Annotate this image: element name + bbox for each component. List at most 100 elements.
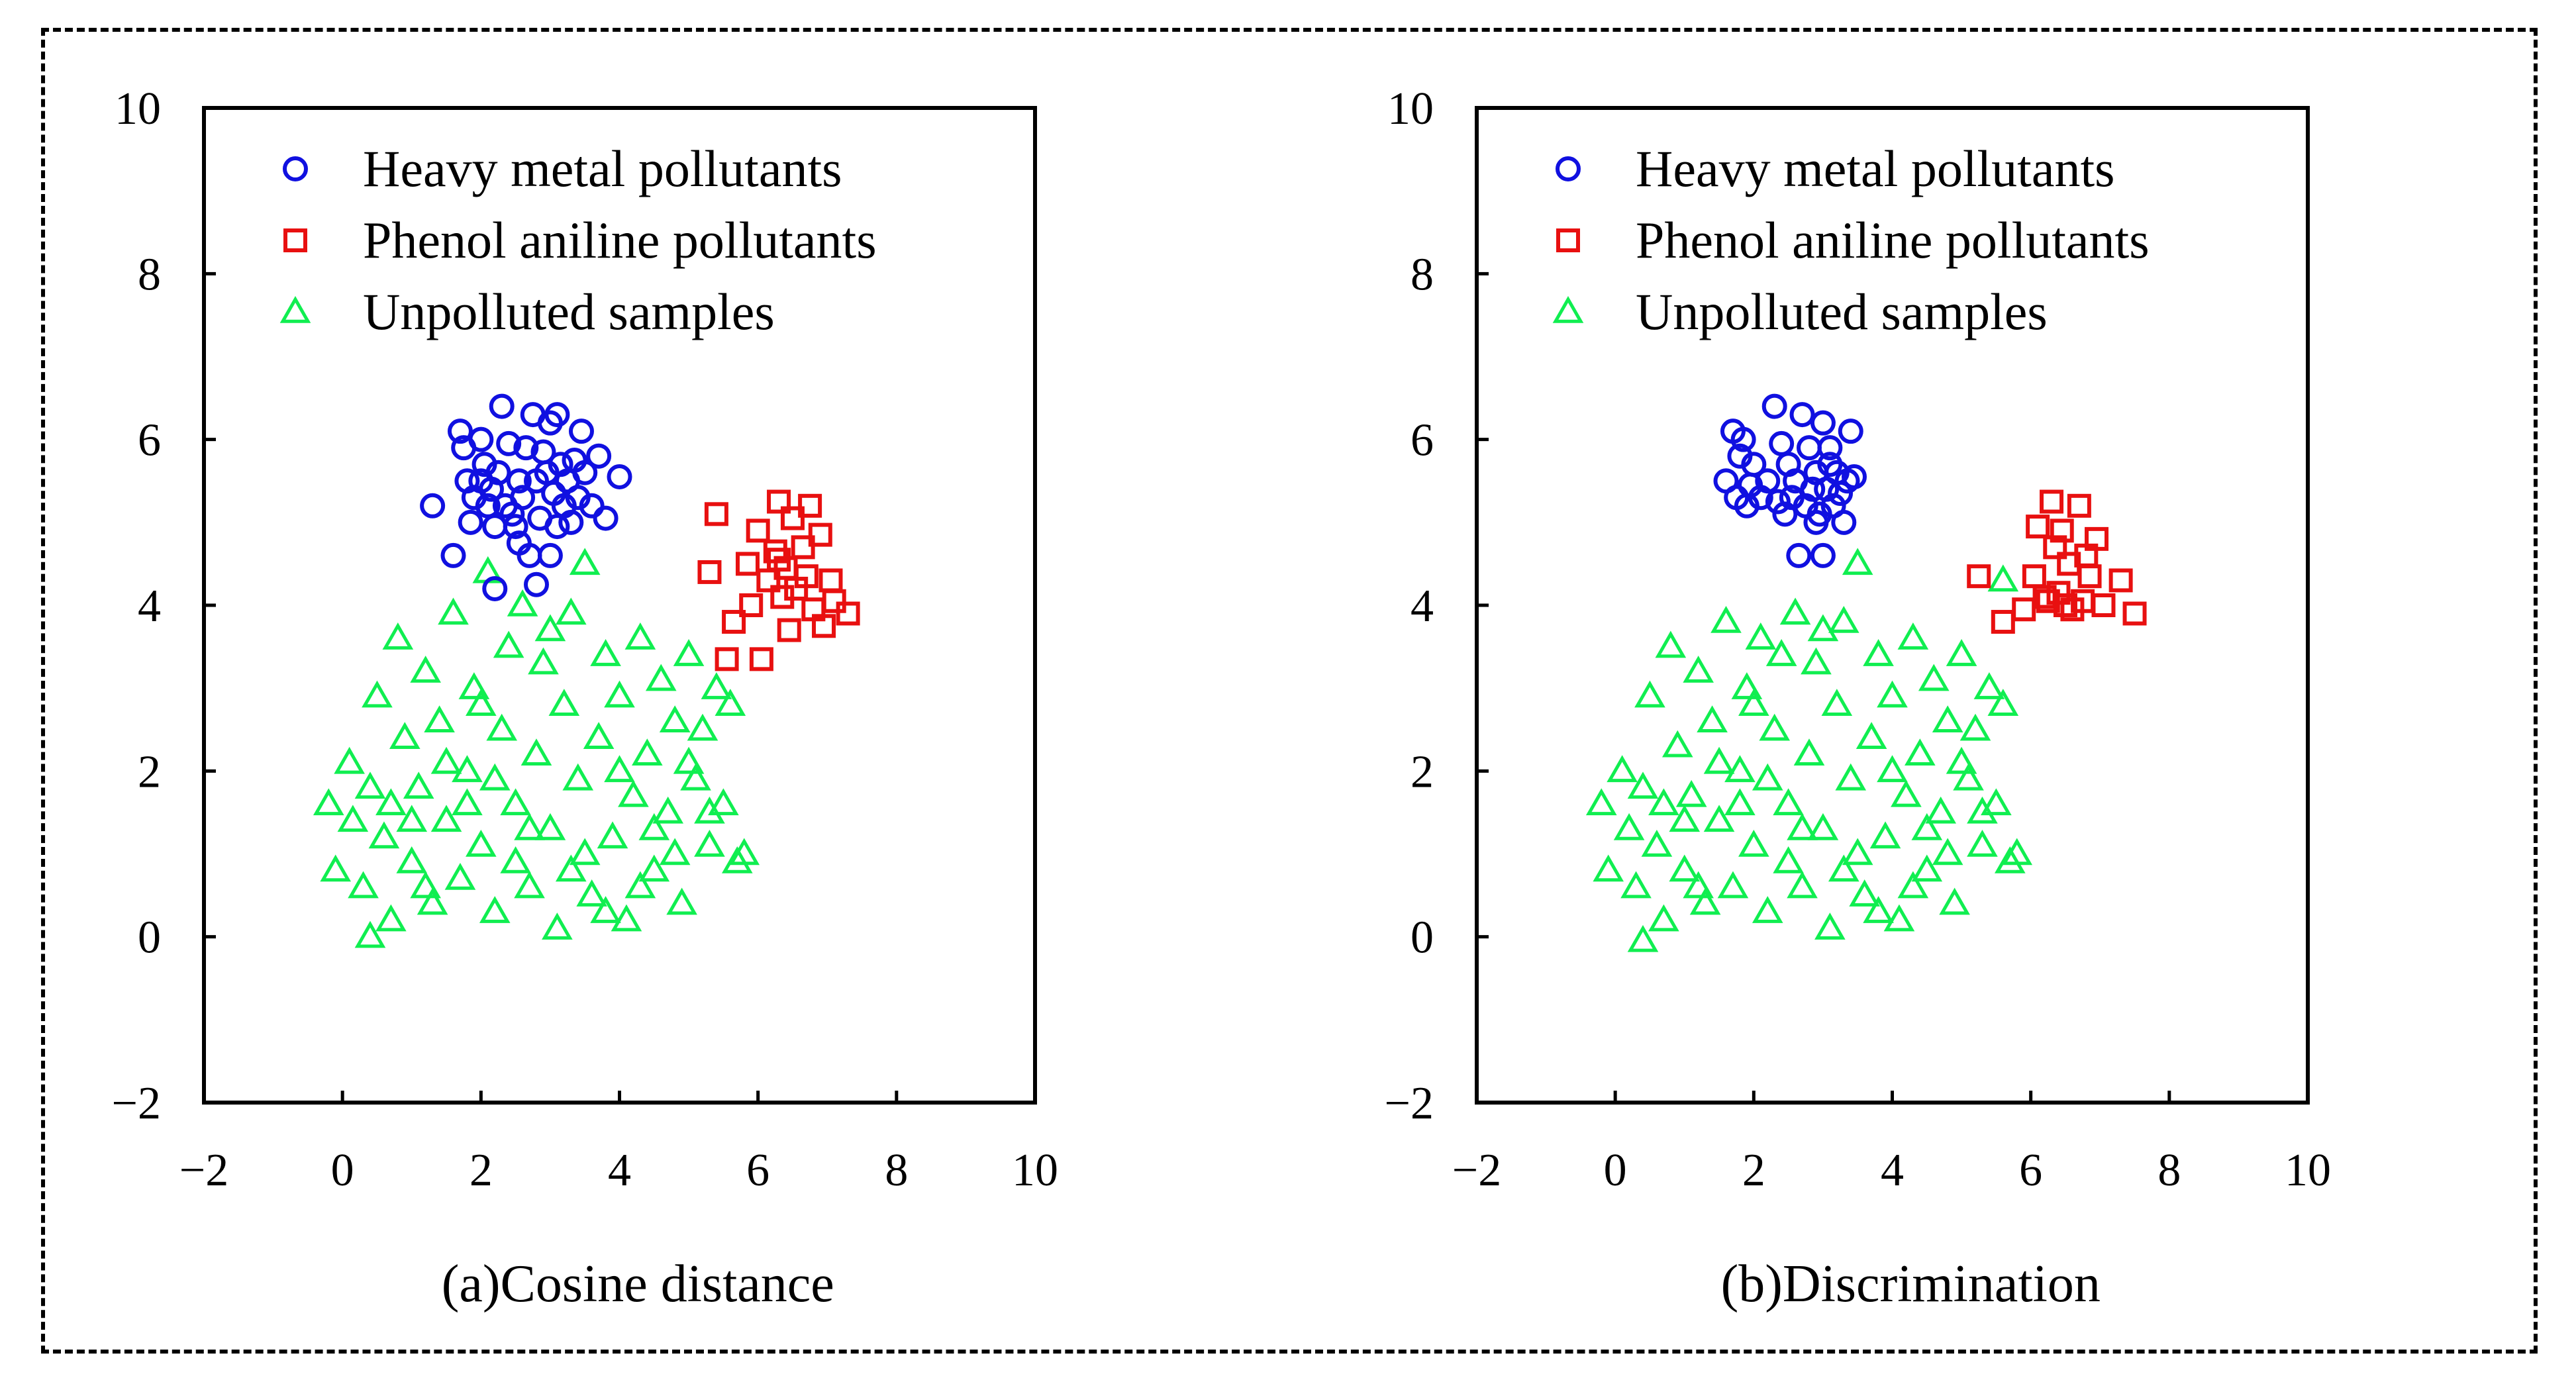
data-point-triangle [1967,829,1998,857]
legend: Heavy metal pollutants Phenol aniline pol… [1552,140,2150,340]
data-point-triangle [1869,821,1901,849]
data-point-triangle [1856,722,1887,750]
legend-marker-triangle [1552,295,1584,323]
data-point-triangle [659,838,691,865]
data-point-square [812,614,836,638]
data-point-circle [579,493,605,519]
data-point-square [822,589,846,613]
panel-cosine-distance: −2 0 2 4 6 8 10 −2 0 2 4 6 8 10 Heavy metal pollutants… [112,83,1058,1313]
data-point-circle [482,575,508,601]
data-point-square [777,618,801,642]
data-point-triangle [1613,813,1645,840]
data-point-triangle [1953,763,1984,791]
data-point-triangle [354,920,386,948]
data-point-circle [1817,435,1843,461]
data-point-triangle [562,763,594,791]
data-point-triangle [1787,813,1818,840]
data-point-triangle [1627,924,1659,952]
y-tick-label: 10 [115,83,161,134]
data-point-square [2091,593,2116,617]
data-point-triangle [694,796,725,824]
data-point-triangle [569,838,601,865]
data-point-triangle [1710,605,1742,633]
data-point-square [836,601,860,626]
x-tick-label: 10 [2285,1145,2331,1196]
y-tick-label: 8 [1411,249,1434,300]
legend-marker-triangle [279,295,311,323]
data-point-triangle [337,805,369,832]
data-point-triangle [348,871,379,899]
panel-discrimination: −2 0 2 4 6 8 10 −2 0 2 4 6 8 10 Heavy metal pollutants… [1385,83,2331,1313]
data-point-triangle [624,871,656,899]
data-point-triangle [576,879,607,907]
data-point-circle [489,393,515,419]
data-point-triangle [555,597,587,625]
data-point-triangle [652,796,684,824]
data-point-triangle [638,813,670,840]
data-point-circle [420,493,446,519]
data-point-circle [1810,542,1836,568]
data-point-triangle [466,689,497,716]
data-point-triangle [1967,796,1998,824]
data-point-circle [440,542,466,568]
data-point-triangle [375,788,407,816]
y-tick-label: 0 [1411,913,1434,964]
data-point-circle [537,542,563,568]
data-point-triangle [1745,622,1777,650]
x-tick-label: 6 [2019,1145,2042,1196]
data-point-triangle [569,548,601,575]
data-point-triangle [1877,755,1908,783]
data-point-triangle [728,838,760,865]
data-point-triangle [458,672,490,699]
data-point-square [2043,535,2067,560]
data-point-triangle [708,788,739,816]
legend-marker-circle [1556,156,1581,181]
data-point-triangle [604,755,635,783]
data-point-square [2050,519,2074,543]
y-tick-label: 10 [1387,83,1434,134]
data-point-circle [1761,393,1787,419]
data-point-triangle [597,821,628,849]
legend-label: Phenol aniline pollutants [363,211,877,269]
series-square [1967,489,2147,634]
data-point-triangle [604,680,635,708]
data-point-square [715,647,739,671]
data-point-circle [458,509,483,535]
data-point-circle [468,468,494,494]
data-point-triangle [452,755,483,783]
data-point-triangle [514,813,545,840]
data-point-triangle [320,854,352,882]
data-point-triangle [701,672,732,699]
data-point-square [767,548,791,572]
data-point-triangle [1863,896,1894,923]
legend: Heavy metal pollutants Phenol aniline pol… [279,140,877,340]
data-point-circle [506,468,532,494]
data-point-triangle [1987,564,2019,592]
x-tick-label: 6 [746,1145,769,1196]
data-point-square [2022,564,2046,589]
x-tick-label: −2 [1452,1145,1501,1196]
data-point-triangle [673,746,705,774]
data-point-circle [1769,430,1795,456]
data-point-circle [572,460,598,485]
x-tick-label: 2 [1742,1145,1765,1196]
legend-marker-square [283,228,307,252]
data-point-triangle [1897,871,1929,899]
data-point-triangle [438,597,469,625]
y-tick-label: 6 [1411,415,1434,466]
data-point-square [2108,568,2133,593]
data-point-circle [1800,476,1826,502]
data-point-triangle [1925,796,1957,824]
data-point-triangle [1731,672,1763,699]
data-point-square [818,568,843,593]
y-tick-label: 2 [138,746,161,797]
data-point-triangle [528,647,559,675]
data-point-triangle [1905,738,1936,766]
figure-frame [41,28,2538,1354]
data-point-triangle [1897,622,1929,650]
data-point-triangle [424,705,455,732]
data-point-triangle [1946,639,1977,666]
data-point-triangle [1981,788,2012,816]
data-point-triangle [396,846,428,873]
y-tick-label: 4 [138,581,161,632]
